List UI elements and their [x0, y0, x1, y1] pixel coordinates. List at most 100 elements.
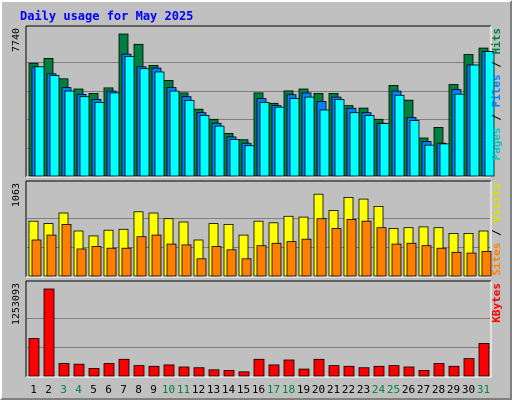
panel-hits_files_pages: 7740 Pages / Files / Hits [11, 25, 503, 178]
x-tick-label: 4 [75, 383, 82, 396]
bar-sites [121, 247, 132, 277]
bar-kbytes [478, 342, 490, 377]
bar-pages [484, 51, 495, 177]
bar-pages [304, 96, 315, 177]
bar-sites [31, 239, 42, 277]
bar-sites [256, 245, 267, 277]
bar-sites [91, 246, 102, 277]
y-max-label: 7740 [11, 28, 22, 52]
bar-sites [241, 258, 252, 277]
x-tick-label: 12 [192, 383, 205, 396]
bar-sites [286, 241, 297, 277]
legend-part: / [490, 55, 503, 75]
x-tick-label: 16 [252, 383, 265, 396]
bar-pages [379, 123, 390, 177]
bar-sites [436, 247, 447, 277]
bar-pages [169, 90, 180, 177]
bar-kbytes [283, 359, 295, 377]
bar-kbytes [388, 365, 400, 377]
x-tick-label: 25 [387, 383, 400, 396]
x-tick-label: 5 [90, 383, 97, 396]
x-tick-label: 17 [267, 383, 280, 396]
bar-kbytes [88, 367, 100, 377]
x-tick-label: 18 [282, 383, 295, 396]
legend-part: Visits [490, 183, 503, 223]
y-max-label: 1063 [11, 183, 22, 207]
x-tick-label: 7 [120, 383, 127, 396]
bar-pages [274, 106, 285, 177]
x-tick-label: 3 [60, 383, 67, 396]
series-legend-label: KBytes [490, 283, 503, 323]
panel-visits_sites: 1063 Sites / Visits [11, 180, 503, 278]
bar-kbytes [118, 358, 130, 377]
bar-pages [334, 99, 345, 177]
chart-title: Daily usage for May 2025 [20, 9, 193, 23]
bar-kbytes [28, 338, 40, 377]
bar-sites [421, 245, 432, 277]
x-tick-label: 19 [297, 383, 310, 396]
bar-pages [94, 102, 105, 177]
bar-sites [406, 242, 417, 277]
x-tick-label: 28 [432, 383, 445, 396]
x-tick-label: 13 [207, 383, 220, 396]
bar-kbytes [298, 368, 310, 377]
legend-part: / [490, 108, 503, 128]
bar-kbytes [58, 363, 70, 377]
bar-kbytes [433, 363, 445, 377]
x-tick-label: 8 [135, 383, 142, 396]
bar-pages [439, 143, 450, 177]
legend-part: KBytes [490, 283, 503, 323]
x-tick-label: 10 [162, 383, 175, 396]
x-tick-label: 24 [372, 383, 386, 396]
bar-kbytes [313, 358, 325, 377]
legend-part: Files [490, 74, 503, 107]
bar-sites [346, 219, 357, 277]
bar-sites [226, 249, 237, 277]
bar-kbytes [73, 363, 85, 377]
x-tick-label: 11 [177, 383, 190, 396]
x-tick-label: 26 [402, 383, 415, 396]
bar-kbytes [418, 369, 430, 377]
bar-pages [49, 75, 60, 177]
y-max-label: 1253093 [11, 283, 22, 325]
legend-part: Hits [490, 28, 503, 55]
bar-kbytes [238, 371, 250, 377]
x-tick-label: 1 [30, 383, 37, 396]
bar-pages [109, 92, 120, 177]
bar-pages [214, 125, 225, 177]
bar-pages [289, 98, 300, 177]
bar-pages [124, 56, 135, 177]
bar-pages [364, 115, 375, 177]
bar-pages [454, 93, 465, 177]
bar-sites [466, 252, 477, 277]
bar-sites [76, 248, 87, 277]
legend-part: Sites [490, 243, 503, 276]
x-tick-label: 14 [222, 383, 236, 396]
bar-kbytes [253, 358, 265, 377]
x-tick-label: 29 [447, 383, 460, 396]
x-tick-label: 30 [462, 383, 475, 396]
bar-kbytes [193, 367, 205, 377]
bar-sites [331, 228, 342, 277]
bar-kbytes [133, 365, 145, 377]
bar-sites [136, 236, 147, 277]
bar-pages [394, 94, 405, 177]
bar-pages [469, 64, 480, 177]
bar-kbytes [328, 365, 340, 377]
bar-pages [229, 139, 240, 177]
x-tick-label: 21 [327, 383, 340, 396]
bar-sites [316, 218, 327, 277]
legend-part: / [490, 223, 503, 243]
bar-sites [301, 238, 312, 277]
bar-pages [349, 112, 360, 177]
bar-kbytes [463, 358, 475, 377]
bar-pages [64, 90, 75, 177]
bar-pages [409, 120, 420, 177]
x-tick-label: 2 [45, 383, 52, 396]
bar-sites [361, 220, 372, 277]
x-tick-label: 15 [237, 383, 250, 396]
series-legend-label: Sites / Visits [490, 183, 503, 276]
bar-kbytes [358, 367, 370, 377]
bar-sites [271, 242, 282, 277]
bar-sites [61, 223, 72, 277]
